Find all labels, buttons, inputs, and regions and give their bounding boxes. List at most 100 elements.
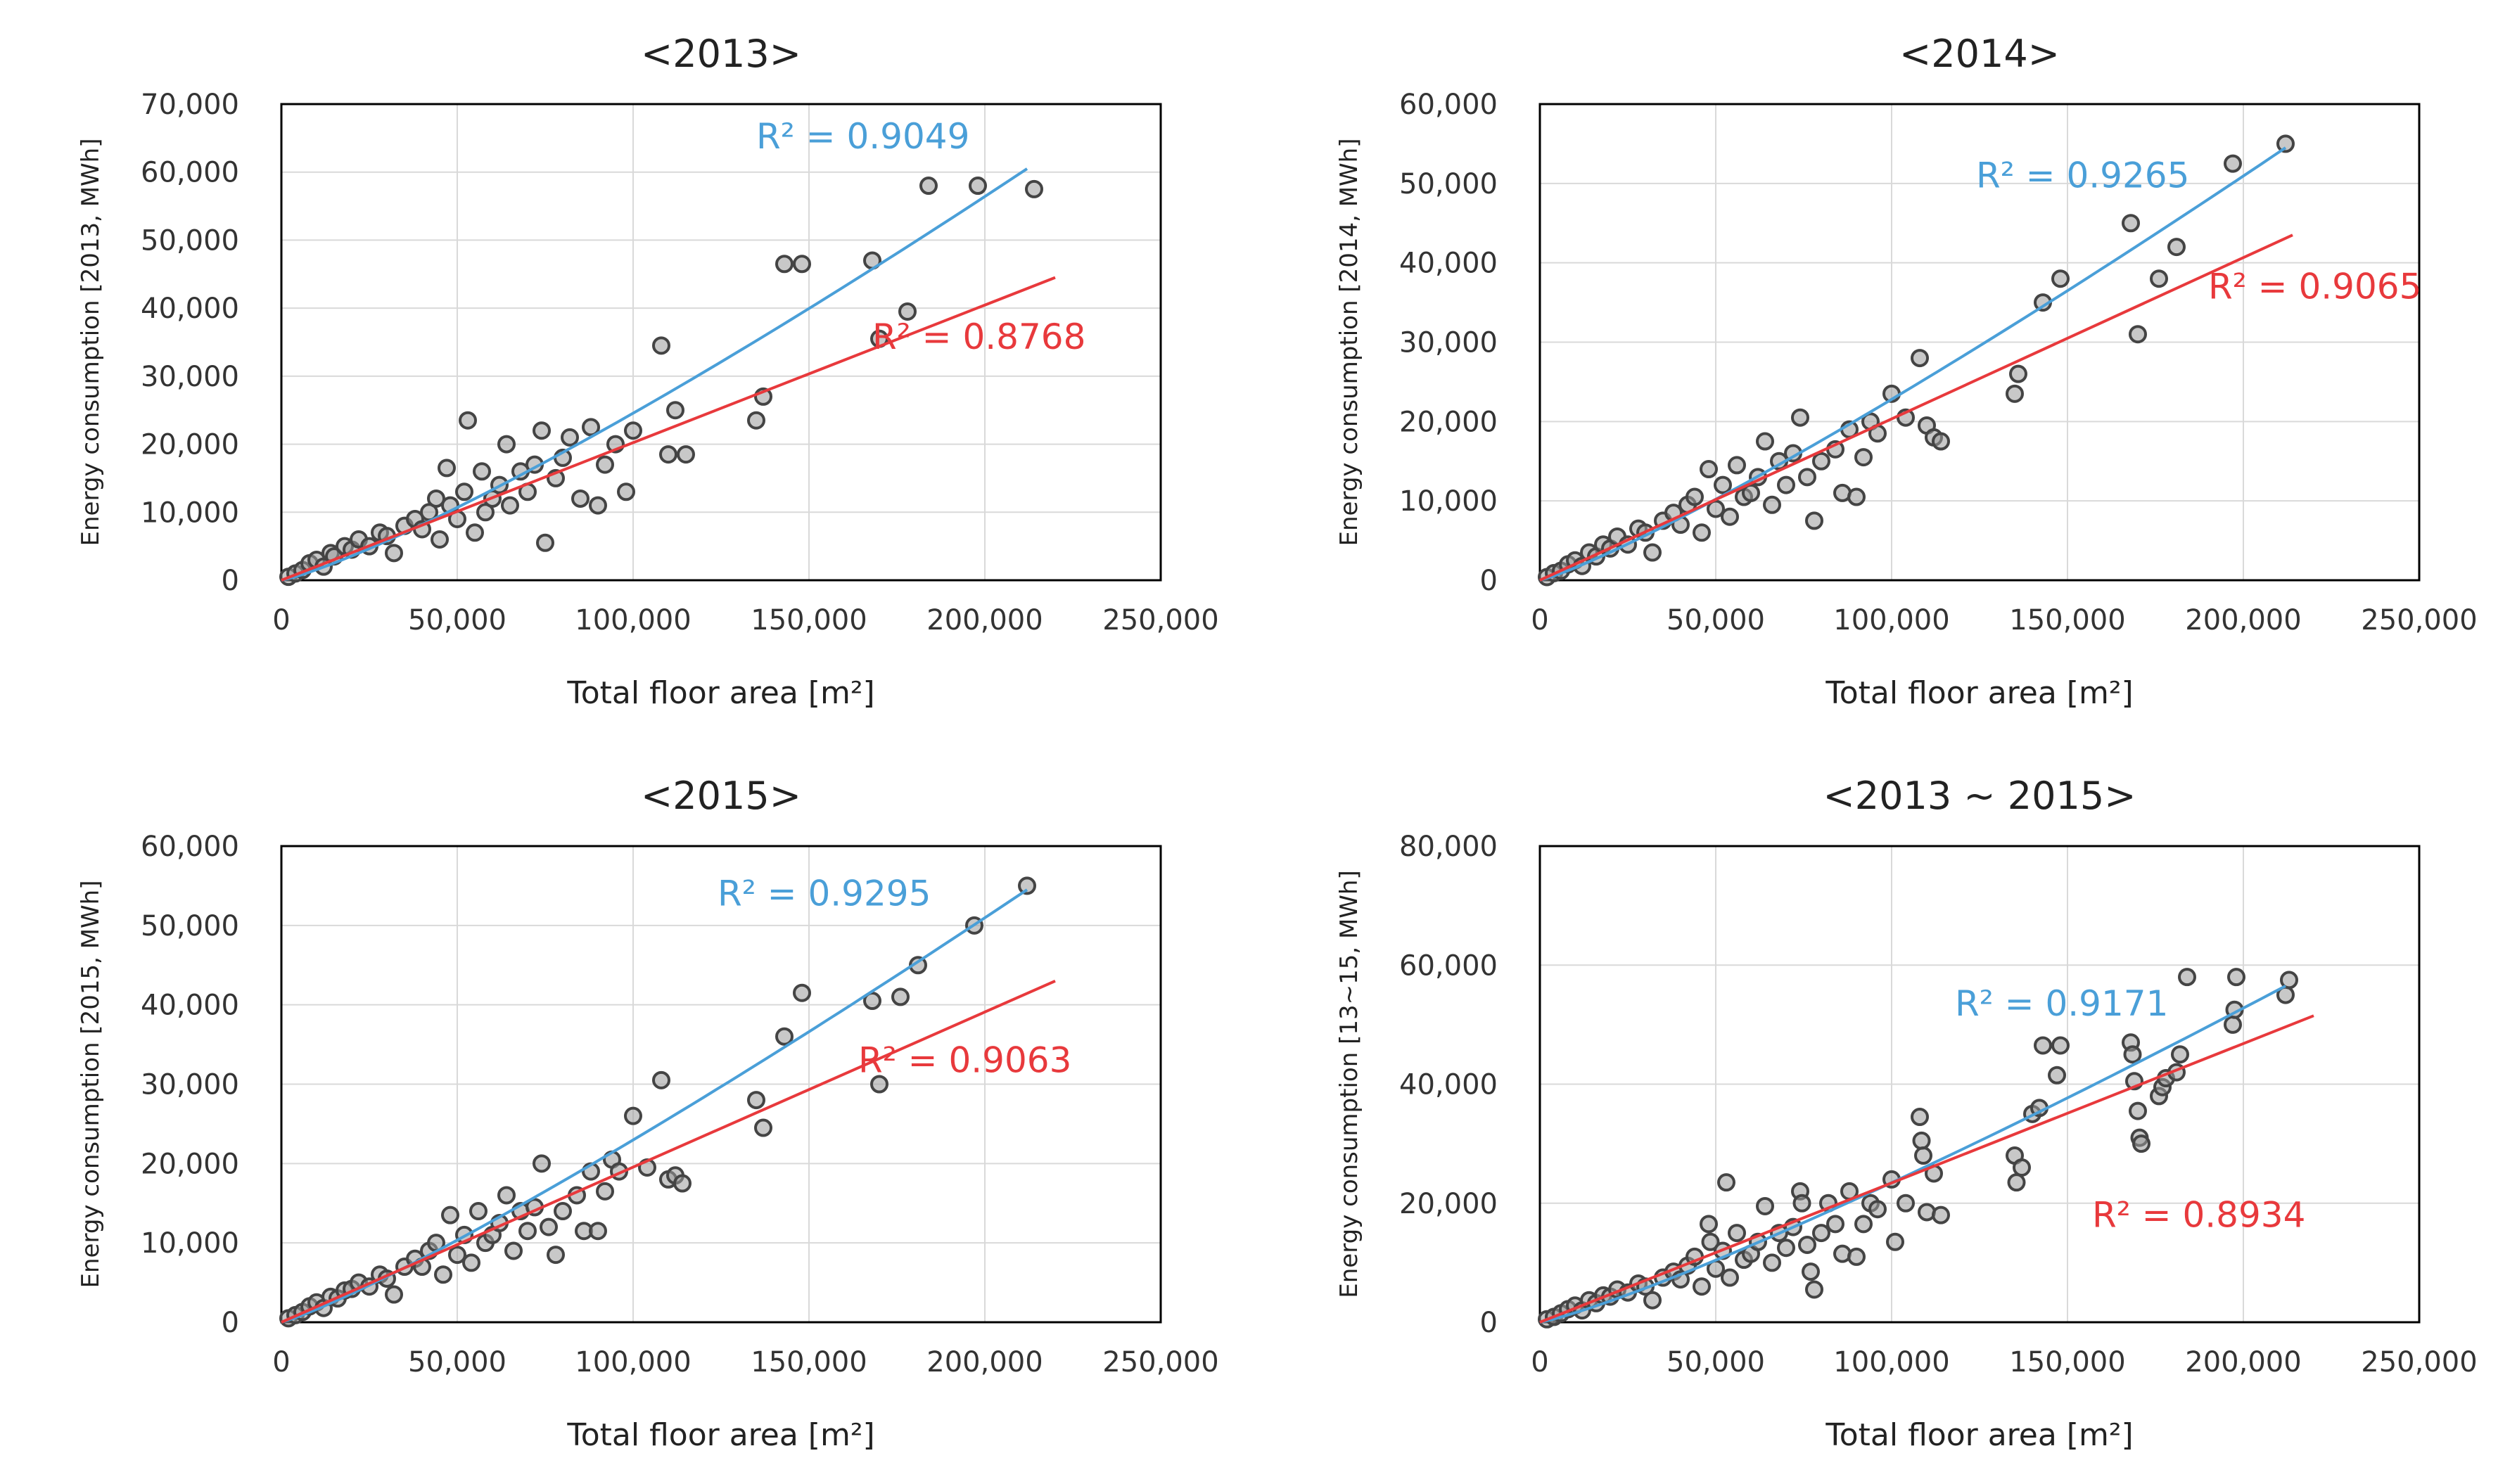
y-tick-label: 10,000 <box>141 1227 239 1260</box>
data-point <box>469 1202 488 1221</box>
power-trendline <box>281 167 1028 582</box>
data-point <box>1847 1247 1866 1266</box>
data-point <box>1025 179 1043 198</box>
data-point <box>624 421 642 440</box>
x-tick-label: 50,000 <box>1667 1346 1765 1379</box>
data-point <box>793 983 811 1002</box>
x-tick-label: 100,000 <box>1833 604 1949 637</box>
data-point <box>1802 1262 1820 1281</box>
data-point <box>2013 1158 2031 1177</box>
data-point <box>2280 971 2298 990</box>
data-point <box>891 987 910 1006</box>
data-point <box>2122 214 2140 233</box>
data-point <box>775 1027 794 1046</box>
data-point <box>431 530 449 549</box>
data-point <box>659 445 677 464</box>
x-tick-label: 250,000 <box>1102 604 1218 637</box>
y-tick-label: 50,000 <box>141 910 239 942</box>
y-axis-label: Energy consumption [2013, MWh] <box>77 139 105 546</box>
linear-r2-label: R² = 0.9063 <box>858 1040 1071 1081</box>
data-point <box>459 411 477 430</box>
data-point <box>1700 460 1718 479</box>
chart-title: <2014> <box>1899 32 2060 76</box>
linear-r2-label: R² = 0.9065 <box>2208 266 2421 307</box>
data-point <box>1798 468 1816 487</box>
y-axis-label: Energy consumption [13~15, MWh] <box>1335 870 1363 1298</box>
data-point <box>747 1091 765 1110</box>
y-tick-label: 60,000 <box>141 157 239 189</box>
chart-2015: <2015> 0 50,000 100,000 150,000 200,000 250,00… <box>77 774 1219 1453</box>
x-tick-label: 250,000 <box>2361 1346 2477 1379</box>
x-tick-label: 250,000 <box>1102 1346 1218 1379</box>
power-r2-label: R² = 0.9171 <box>1955 983 2168 1024</box>
data-point <box>501 496 519 515</box>
data-point <box>2007 1173 2026 1192</box>
data-point <box>547 1246 565 1265</box>
data-point <box>1763 495 1781 514</box>
y-tick-label: 20,000 <box>1399 406 1498 438</box>
y-tick-label: 40,000 <box>1399 248 1498 280</box>
x-tick-label: 0 <box>1531 604 1548 637</box>
data-point <box>1805 511 1823 530</box>
data-point <box>427 489 445 508</box>
data-point <box>589 496 607 515</box>
data-point <box>1854 1215 1873 1234</box>
data-point <box>863 992 881 1011</box>
data-point <box>1854 448 1873 467</box>
y-tick-label: 50,000 <box>1399 168 1498 200</box>
plot-area-frame <box>1538 845 2421 1324</box>
data-point <box>1756 432 1774 451</box>
data-point <box>582 418 600 437</box>
data-point <box>589 1222 607 1241</box>
y-tick-label: 40,000 <box>1399 1069 1498 1101</box>
y-tick-label: 20,000 <box>141 429 239 461</box>
data-point <box>1701 1232 1720 1251</box>
data-point <box>1847 487 1866 506</box>
data-point <box>438 459 456 478</box>
data-point <box>497 1186 516 1205</box>
x-axis-label: Total floor area [m²] <box>566 675 874 711</box>
data-point <box>2224 154 2242 173</box>
x-tick-label: 150,000 <box>2009 1346 2125 1379</box>
power-trendline <box>1539 985 2286 1324</box>
linear-trendline <box>281 276 1056 582</box>
data-point <box>462 1253 480 1272</box>
data-point <box>441 1205 459 1224</box>
y-tick-label: 20,000 <box>141 1148 239 1180</box>
data-point <box>2167 238 2186 257</box>
chart-panel-2013-2015: <2013 ~ 2015> 0 50,000 100,000 150,000 200,00… <box>1258 742 2517 1484</box>
data-point <box>919 177 938 196</box>
x-axis-label: Total floor area [m²] <box>566 1417 874 1453</box>
data-point <box>1792 1194 1811 1213</box>
data-point <box>497 435 516 454</box>
x-tick-label: 100,000 <box>1833 1346 1949 1379</box>
data-point <box>1643 1291 1662 1310</box>
data-point <box>2009 364 2027 383</box>
power-trendline <box>1539 146 2287 582</box>
data-point <box>1717 1173 1735 1192</box>
x-tick-label: 0 <box>272 604 290 637</box>
y-tick-label: 0 <box>1480 565 1498 597</box>
data-point <box>1721 507 1739 526</box>
plot-area-frame <box>280 845 1162 1324</box>
y-tick-label: 0 <box>222 565 239 597</box>
chart-panel-2014: <2014> 0 50,000 100,000 150,000 200,000 250,00… <box>1258 0 2517 742</box>
data-point <box>2051 1036 2070 1055</box>
data-point <box>2006 384 2024 403</box>
data-point <box>2051 269 2070 288</box>
data-point <box>1914 1146 1932 1165</box>
data-point <box>536 533 554 552</box>
x-tick-label: 100,000 <box>575 1346 691 1379</box>
data-point <box>476 503 495 522</box>
data-point <box>624 1106 642 1125</box>
y-tick-label: 50,000 <box>141 224 239 257</box>
x-axis-label: Total floor area [m²] <box>1825 675 2133 711</box>
data-point <box>1911 349 1929 368</box>
data-point <box>2129 325 2147 344</box>
linear-r2-label: R² = 0.8934 <box>2092 1195 2305 1236</box>
data-point <box>1812 452 1830 471</box>
data-point <box>1932 432 1950 451</box>
data-point <box>1791 408 1809 427</box>
y-tick-label: 40,000 <box>141 990 239 1022</box>
